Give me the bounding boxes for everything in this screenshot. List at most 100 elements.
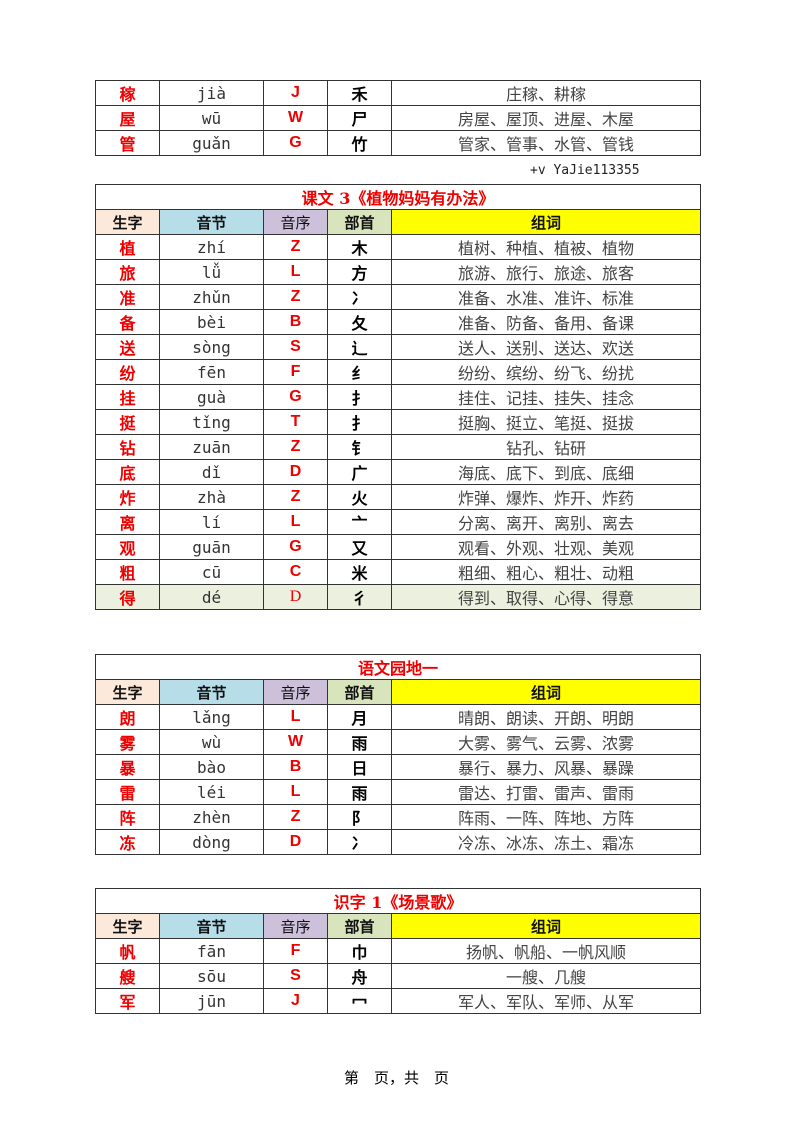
pinyin-cell: jūn bbox=[159, 988, 264, 1014]
radical-cell: 舟 bbox=[327, 963, 392, 989]
pinyin-cell: bèi bbox=[159, 309, 264, 335]
pinyin-cell: fān bbox=[159, 938, 264, 964]
initial-cell: D bbox=[263, 829, 328, 855]
table-row: 雾 wù W 雨大雾、雾气、云雾、浓雾 bbox=[95, 729, 701, 755]
column-header: 组词 bbox=[391, 913, 701, 939]
initial-cell: L bbox=[263, 704, 328, 730]
column-header: 音节 bbox=[159, 913, 264, 939]
pinyin-cell: guǎn bbox=[159, 130, 264, 156]
pinyin-cell: wū bbox=[159, 105, 264, 131]
vocab-table-3: 识字 1《场景歌》 生字 音节 音序 部首 组词帆 fān F 巾扬帆、帆船、一帆风顺艘 sōu S… bbox=[95, 888, 701, 1014]
initial-cell: Z bbox=[263, 234, 328, 260]
table-row: 暴 bào B 日暴行、暴力、风暴、暴躁 bbox=[95, 754, 701, 780]
table-row: 备 bèi B 夂准备、防备、备用、备课 bbox=[95, 309, 701, 335]
column-header: 组词 bbox=[391, 679, 701, 705]
radical-cell: 亠 bbox=[327, 509, 392, 535]
initial-cell: J bbox=[263, 80, 328, 106]
words-cell: 钻孔、钻研 bbox=[391, 434, 701, 460]
initial-cell: L bbox=[263, 509, 328, 535]
table-row: 雷 léi L 雨雷达、打雷、雷声、雷雨 bbox=[95, 779, 701, 805]
char-cell: 稼 bbox=[95, 80, 160, 106]
table-row: 帆 fān F 巾扬帆、帆船、一帆风顺 bbox=[95, 938, 701, 964]
pinyin-cell: wù bbox=[159, 729, 264, 755]
table-row: 观 guān G 又观看、外观、壮观、美观 bbox=[95, 534, 701, 560]
initial-cell: D bbox=[263, 459, 328, 485]
column-header: 部首 bbox=[327, 679, 392, 705]
char-cell: 朗 bbox=[95, 704, 160, 730]
words-cell: 海底、底下、到底、底细 bbox=[391, 459, 701, 485]
initial-cell: F bbox=[263, 938, 328, 964]
initial-cell: L bbox=[263, 779, 328, 805]
pinyin-cell: zhí bbox=[159, 234, 264, 260]
pinyin-cell: fēn bbox=[159, 359, 264, 385]
table-row: 管 guǎn G 竹管家、管事、水管、管钱 bbox=[95, 130, 701, 156]
pinyin-cell: guān bbox=[159, 534, 264, 560]
table-row: 稼 jià J 禾庄稼、耕稼 bbox=[95, 80, 701, 106]
pinyin-cell: zhǔn bbox=[159, 284, 264, 310]
char-cell: 冻 bbox=[95, 829, 160, 855]
column-header: 部首 bbox=[327, 209, 392, 235]
char-cell: 雾 bbox=[95, 729, 160, 755]
table-row: 挂 guà G 扌挂住、记挂、挂失、挂念 bbox=[95, 384, 701, 410]
char-cell: 炸 bbox=[95, 484, 160, 510]
radical-cell: 尸 bbox=[327, 105, 392, 131]
initial-cell: L bbox=[263, 259, 328, 285]
pinyin-cell: bào bbox=[159, 754, 264, 780]
words-cell: 粗细、粗心、粗壮、动粗 bbox=[391, 559, 701, 585]
initial-cell: Z bbox=[263, 804, 328, 830]
table-row: 钻 zuān Z 钅钻孔、钻研 bbox=[95, 434, 701, 460]
table-row: 植 zhí Z 木植树、种植、植被、植物 bbox=[95, 234, 701, 260]
pinyin-cell: sōu bbox=[159, 963, 264, 989]
char-cell: 暴 bbox=[95, 754, 160, 780]
radical-cell: 巾 bbox=[327, 938, 392, 964]
pinyin-cell: zuān bbox=[159, 434, 264, 460]
radical-cell: 广 bbox=[327, 459, 392, 485]
pinyin-cell: jià bbox=[159, 80, 264, 106]
radical-cell: 冫 bbox=[327, 829, 392, 855]
words-cell: 准备、防备、备用、备课 bbox=[391, 309, 701, 335]
words-cell: 送人、送别、送达、欢送 bbox=[391, 334, 701, 360]
initial-cell: W bbox=[263, 729, 328, 755]
table-row: 底 dǐ D 广海底、底下、到底、底细 bbox=[95, 459, 701, 485]
column-header: 音节 bbox=[159, 209, 264, 235]
char-cell: 军 bbox=[95, 988, 160, 1014]
radical-cell: 夂 bbox=[327, 309, 392, 335]
table-row: 艘 sōu S 舟一艘、几艘 bbox=[95, 963, 701, 989]
watermark-text: +v YaJie113355 bbox=[530, 163, 640, 178]
char-cell: 旅 bbox=[95, 259, 160, 285]
table-title: 识字 1《场景歌》 bbox=[95, 888, 701, 914]
char-cell: 屋 bbox=[95, 105, 160, 131]
radical-cell: 辶 bbox=[327, 334, 392, 360]
table-row: 阵 zhèn Z 阝阵雨、一阵、阵地、方阵 bbox=[95, 804, 701, 830]
table-row: 旅 lǚ L 方旅游、旅行、旅途、旅客 bbox=[95, 259, 701, 285]
table-row: 炸 zhà Z 火炸弹、爆炸、炸开、炸药 bbox=[95, 484, 701, 510]
radical-cell: 阝 bbox=[327, 804, 392, 830]
char-cell: 挂 bbox=[95, 384, 160, 410]
initial-cell: S bbox=[263, 334, 328, 360]
words-cell: 军人、军队、军师、从军 bbox=[391, 988, 701, 1014]
initial-cell: W bbox=[263, 105, 328, 131]
radical-cell: 木 bbox=[327, 234, 392, 260]
radical-cell: 禾 bbox=[327, 80, 392, 106]
words-cell: 雷达、打雷、雷声、雷雨 bbox=[391, 779, 701, 805]
words-cell: 管家、管事、水管、管钱 bbox=[391, 130, 701, 156]
words-cell: 庄稼、耕稼 bbox=[391, 80, 701, 106]
initial-cell: Z bbox=[263, 284, 328, 310]
initial-cell: G bbox=[263, 534, 328, 560]
column-header: 音序 bbox=[263, 913, 328, 939]
table-row: 纷 fēn F 纟纷纷、缤纷、纷飞、纷扰 bbox=[95, 359, 701, 385]
radical-cell: 钅 bbox=[327, 434, 392, 460]
char-cell: 备 bbox=[95, 309, 160, 335]
words-cell: 准备、水准、准许、标准 bbox=[391, 284, 701, 310]
page-footer: 第 页，共 页 bbox=[343, 1069, 449, 1087]
initial-cell: G bbox=[263, 384, 328, 410]
table-title: 语文园地一 bbox=[95, 654, 701, 680]
words-cell: 冷冻、冰冻、冻土、霜冻 bbox=[391, 829, 701, 855]
radical-cell: 日 bbox=[327, 754, 392, 780]
initial-cell: F bbox=[263, 359, 328, 385]
radical-cell: 火 bbox=[327, 484, 392, 510]
radical-cell: 又 bbox=[327, 534, 392, 560]
initial-cell: Z bbox=[263, 434, 328, 460]
words-cell: 纷纷、缤纷、纷飞、纷扰 bbox=[391, 359, 701, 385]
radical-cell: 冫 bbox=[327, 284, 392, 310]
